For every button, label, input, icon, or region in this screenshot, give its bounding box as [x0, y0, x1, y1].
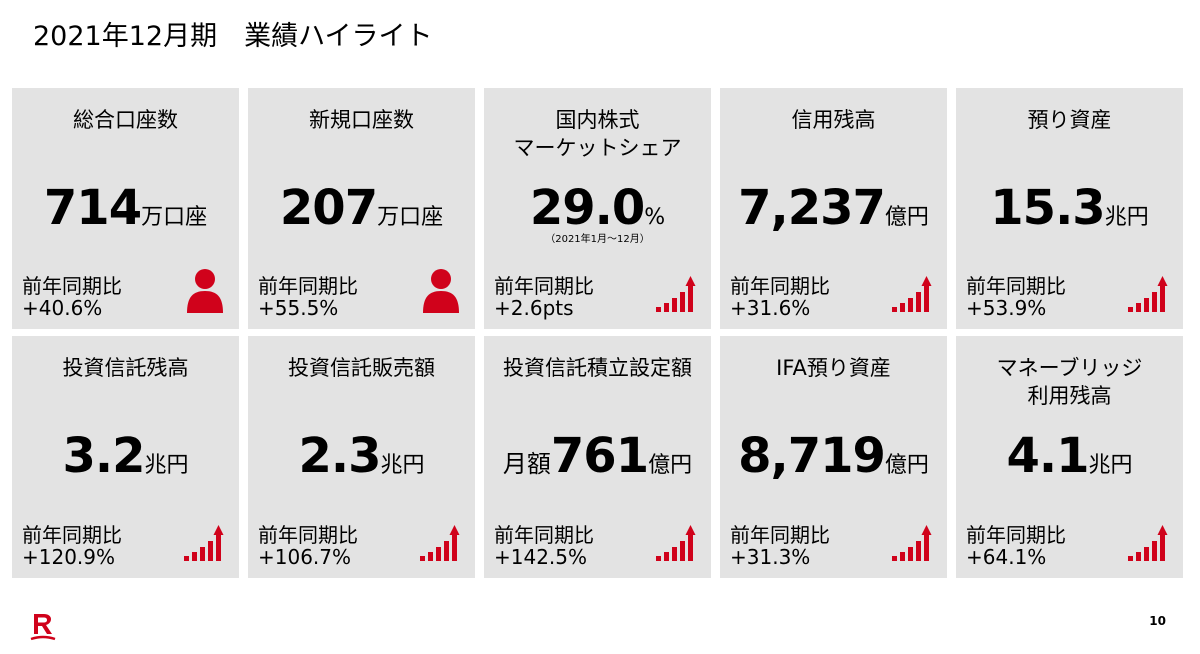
kpi-value: 15.3	[990, 180, 1105, 236]
kpi-value-block: 8,719億円	[720, 428, 947, 484]
yoy-value: +31.6%	[730, 296, 811, 320]
kpi-label: 国内株式 マーケットシェア	[513, 108, 682, 160]
yoy-block: 前年同期比 +31.3%	[730, 524, 830, 568]
kpi-value-block: 3.2兆円	[12, 428, 239, 484]
kpi-unit: 億円	[648, 453, 693, 478]
yoy-block: 前年同期比 +64.1%	[966, 524, 1066, 568]
kpi-card: 国内株式 マーケットシェア 29.0% （2021年1月～12月） 前年同期比 +2.6…	[484, 88, 711, 329]
yoy-value: +106.7%	[258, 545, 352, 569]
kpi-label: IFA預り資産	[776, 356, 891, 380]
yoy-block: 前年同期比 +106.7%	[258, 524, 358, 568]
kpi-value: 761	[550, 428, 649, 484]
growth-chart-icon	[183, 524, 225, 566]
kpi-value-block: 15.3兆円	[956, 180, 1183, 236]
kpi-card: 投資信託積立設定額月額761億円前年同期比 +142.5%	[484, 336, 711, 578]
yoy-label: 前年同期比	[22, 274, 122, 298]
growth-chart-icon	[891, 275, 933, 317]
person-icon	[185, 267, 225, 317]
kpi-label: 信用残高	[791, 108, 876, 132]
yoy-value: +53.9%	[966, 296, 1047, 320]
kpi-value: 8,719	[738, 428, 886, 484]
kpi-value: 4.1	[1006, 428, 1089, 484]
kpi-value: 207	[279, 180, 378, 236]
kpi-label: 預り資産	[1027, 108, 1112, 132]
kpi-label: マネーブリッジ 利用残高	[996, 356, 1143, 408]
kpi-value: 7,237	[738, 180, 886, 236]
growth-chart-icon	[655, 524, 697, 566]
kpi-card: 総合口座数 714万口座前年同期比 +40.6%	[12, 88, 239, 329]
kpi-card: IFA預り資産 8,719億円前年同期比 +31.3%	[720, 336, 947, 578]
yoy-label: 前年同期比	[258, 274, 358, 298]
kpi-unit: 兆円	[380, 453, 425, 478]
yoy-block: 前年同期比 +53.9%	[966, 275, 1066, 319]
kpi-grid: 総合口座数 714万口座 前年同期比 +40.6% 新規口座数 207万口座 前年同期比 +5…	[12, 88, 1188, 578]
growth-chart-icon	[419, 524, 461, 566]
kpi-label: 投資信託販売額	[288, 356, 435, 380]
kpi-unit: 億円	[884, 205, 929, 230]
growth-chart-icon	[1127, 524, 1169, 566]
kpi-unit: 億円	[884, 453, 929, 478]
kpi-note: （2021年1月～12月）	[545, 234, 650, 245]
yoy-block: 前年同期比 +55.5%	[258, 275, 358, 319]
growth-chart-icon	[1127, 275, 1169, 317]
yoy-label: 前年同期比	[258, 523, 358, 547]
yoy-value: +2.6pts	[494, 296, 574, 320]
yoy-value: +31.3%	[730, 545, 811, 569]
kpi-value: 29.0	[529, 180, 645, 236]
kpi-card: 投資信託販売額 2.3兆円前年同期比 +106.7%	[248, 336, 475, 578]
kpi-unit: %	[644, 205, 666, 230]
kpi-card: 投資信託残高 3.2兆円前年同期比 +120.9%	[12, 336, 239, 578]
kpi-card: 信用残高 7,237億円前年同期比 +31.6%	[720, 88, 947, 329]
yoy-block: 前年同期比 +120.9%	[22, 524, 122, 568]
kpi-value: 714	[43, 180, 142, 236]
kpi-label: 投資信託積立設定額	[503, 356, 692, 380]
kpi-value-block: 207万口座	[248, 180, 475, 236]
yoy-label: 前年同期比	[494, 274, 594, 298]
kpi-unit: 万口座	[377, 205, 444, 230]
kpi-value: 2.3	[298, 428, 381, 484]
yoy-label: 前年同期比	[494, 523, 594, 547]
yoy-label: 前年同期比	[966, 523, 1066, 547]
kpi-value-block: 4.1兆円	[956, 428, 1183, 484]
yoy-block: 前年同期比 +31.6%	[730, 275, 830, 319]
yoy-value: +120.9%	[22, 545, 116, 569]
kpi-value-block: 714万口座	[12, 180, 239, 236]
kpi-unit: 万口座	[141, 205, 208, 230]
kpi-value-block: 月額761億円	[484, 428, 711, 484]
kpi-card: 預り資産 15.3兆円前年同期比 +53.9%	[956, 88, 1183, 329]
yoy-block: 前年同期比 +2.6pts	[494, 275, 594, 319]
yoy-value: +142.5%	[494, 545, 588, 569]
person-icon	[421, 267, 461, 317]
growth-chart-icon	[655, 275, 697, 317]
kpi-label: 新規口座数	[309, 108, 414, 132]
kpi-label: 投資信託残高	[62, 356, 189, 380]
yoy-block: 前年同期比 +142.5%	[494, 524, 594, 568]
page-number: 10	[1149, 614, 1166, 628]
yoy-block: 前年同期比 +40.6%	[22, 275, 122, 319]
kpi-value-block: 2.3兆円	[248, 428, 475, 484]
page-title: 2021年12月期 業績ハイライト	[33, 21, 433, 52]
kpi-label: 総合口座数	[73, 108, 178, 132]
yoy-label: 前年同期比	[730, 274, 830, 298]
growth-chart-icon	[891, 524, 933, 566]
yoy-value: +55.5%	[258, 296, 339, 320]
brand-logo-icon	[30, 612, 56, 646]
kpi-card: 新規口座数 207万口座前年同期比 +55.5%	[248, 88, 475, 329]
kpi-card: マネーブリッジ 利用残高 4.1兆円前年同期比 +64.1%	[956, 336, 1183, 578]
kpi-value: 3.2	[62, 428, 145, 484]
yoy-label: 前年同期比	[730, 523, 830, 547]
kpi-unit: 兆円	[144, 453, 189, 478]
kpi-unit: 兆円	[1088, 453, 1133, 478]
yoy-value: +64.1%	[966, 545, 1047, 569]
yoy-label: 前年同期比	[22, 523, 122, 547]
kpi-prefix: 月額	[502, 450, 551, 478]
kpi-value-block: 29.0%	[484, 180, 711, 236]
yoy-label: 前年同期比	[966, 274, 1066, 298]
yoy-value: +40.6%	[22, 296, 103, 320]
kpi-unit: 兆円	[1104, 205, 1149, 230]
kpi-value-block: 7,237億円	[720, 180, 947, 236]
